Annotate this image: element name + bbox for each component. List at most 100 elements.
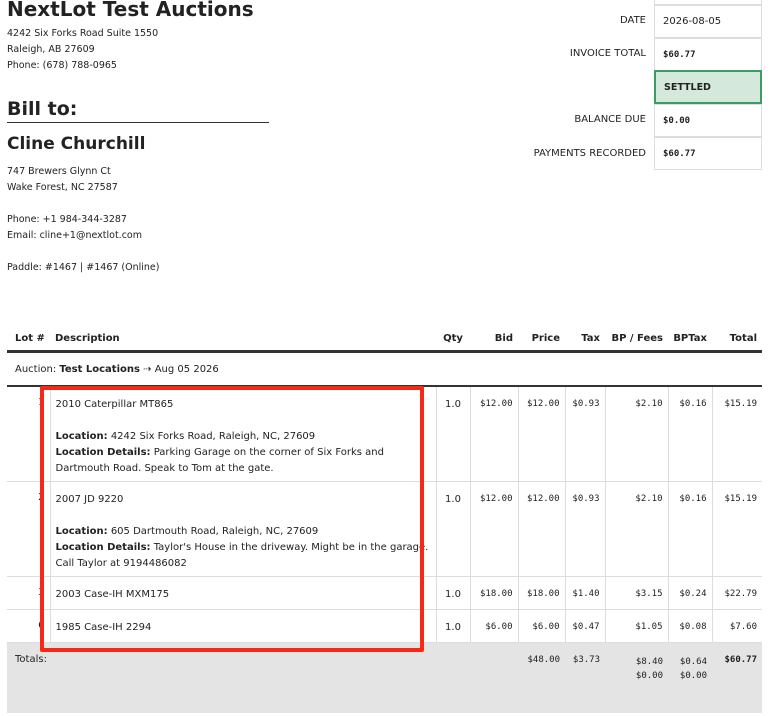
bp-cell: $2.10 [604, 386, 668, 482]
description: 2010 Caterpillar MT865 Location: 4242 Six… [49, 386, 436, 482]
column-header: Total [712, 326, 762, 353]
item-row: 6 1985 Case-IH 2294 1.0 $6.00 $6.00 $0.47 $1.0… [7, 609, 762, 643]
customer-info: 747 Brewers Glynn Ct Wake Forest, NC 275… [7, 164, 159, 276]
item-title: 1985 Case-IH 2294 [55, 622, 152, 633]
paddle: Paddle: #1467 | #1467 (Online) [7, 262, 160, 273]
total-cell: $15.19 [711, 481, 762, 577]
price-cell: $6.00 [517, 609, 565, 643]
bptax-cell: $0.24 [667, 576, 712, 610]
qty-cell: 1.0 [435, 609, 470, 643]
tax-cell: $0.47 [564, 609, 605, 643]
item-row: 1 2010 Caterpillar MT865 Location: 4242 Si… [7, 386, 762, 482]
company-name: NextLot Test Auctions [7, 0, 254, 21]
phone: Phone: +1 984-344-3287 [7, 214, 127, 225]
summary-value: $60.77 [654, 38, 762, 71]
description: 1985 Case-IH 2294 [49, 609, 436, 643]
location-label: Location: [55, 526, 108, 537]
totals-label: Totals: [15, 654, 47, 665]
details-label: Location Details: [55, 542, 151, 553]
company-address: 4242 Six Forks Road Suite 1550 Raleigh, … [7, 26, 158, 74]
bptax-total-line: $0.64 [679, 657, 707, 667]
auction-name: Test Locations [59, 363, 140, 375]
location: Location: 4242 Six Forks Road, Raleigh, … [56, 429, 431, 445]
price-cell: $18.00 [517, 576, 565, 610]
column-header: Qty [436, 326, 470, 353]
bid-cell: $18.00 [469, 576, 518, 610]
item-row: 3 2003 Case-IH MXM175 1.0 $18.00 $18.00 $1.40… [7, 576, 762, 610]
summary-label: PAYMENTS RECORDED [533, 148, 646, 159]
column-header: Description [50, 326, 436, 353]
item-title: 2003 Case-IH MXM175 [55, 589, 170, 600]
description: 2003 Case-IH MXM175 [49, 576, 436, 610]
auction-row: Auction: Test Locations ⇢ Aug 05 2026 [7, 351, 762, 387]
summary-cell [654, 0, 762, 5]
bid-cell: $6.00 [469, 609, 518, 643]
column-header: Tax [565, 326, 605, 353]
bptax-cell: $0.08 [667, 609, 712, 643]
qty-cell: 1.0 [435, 386, 470, 482]
grand-total: $60.77 [724, 655, 757, 665]
location: Location: 605 Dartmouth Road, Raleigh, N… [56, 524, 431, 540]
email: Email: cline+1@nextlot.com [7, 230, 142, 241]
bp-cell: $1.05 [604, 609, 668, 643]
column-header: Price [518, 326, 565, 353]
column-header: Bid [470, 326, 518, 353]
bill-to-heading: Bill to: [7, 98, 269, 123]
column-header: Lot # [7, 326, 50, 353]
total-cell: $7.60 [711, 609, 762, 643]
item-title: 2007 JD 9220 [55, 494, 124, 505]
auction-prefix: Auction: [15, 363, 57, 375]
bp-total-line: $0.00 [635, 671, 663, 681]
column-header: BPTax [668, 326, 712, 353]
qty-cell: 1.0 [435, 481, 470, 577]
total-cell: $22.79 [711, 576, 762, 610]
bptax-cell: $0.16 [667, 386, 712, 482]
location-value: 4242 Six Forks Road, Raleigh, NC, 27609 [110, 431, 316, 442]
tax-total: $3.73 [572, 655, 600, 665]
summary-value: $0.00 [654, 104, 762, 137]
bp-total: $8.40 $0.00 [605, 643, 668, 714]
qty-cell: 1.0 [435, 576, 470, 610]
bid-cell: $12.00 [469, 386, 518, 482]
totals-row: Totals: $48.00 $3.73 $8.40 $0.00 $0.64 $0.00 $6… [7, 642, 762, 714]
highlight-box [40, 386, 424, 652]
details-value: Parking Garage on the corner of Six Fork… [55, 447, 384, 474]
summary-value: $60.77 [654, 137, 762, 170]
summary-label: DATE [619, 15, 646, 26]
total-cell: $15.19 [711, 386, 762, 482]
address-line: Wake Forest, NC 27587 [7, 182, 118, 193]
separator: ⇢ [143, 363, 152, 375]
bp-total-line: $8.40 [635, 657, 663, 667]
status-badge: SETTLED [654, 70, 762, 104]
tax-cell: $1.40 [564, 576, 605, 610]
description: 2007 JD 9220 Location: 605 Dartmouth Road… [49, 481, 436, 577]
items-table: Lot # Description Qty Bid Price Tax BP / Fees B… [7, 326, 762, 713]
column-header: BP / Fees [605, 326, 668, 353]
summary-value: 2026-08-05 [654, 5, 762, 38]
location-label: Location: [55, 431, 108, 442]
bp-cell: $2.10 [604, 481, 668, 577]
bptax-total: $0.64 $0.00 [668, 643, 712, 714]
auction-date: Aug 05 2026 [154, 363, 219, 375]
tax-cell: $0.93 [564, 386, 605, 482]
bptax-cell: $0.16 [667, 481, 712, 577]
item-title: 2010 Caterpillar MT865 [55, 399, 174, 410]
address-line: Raleigh, AB 27609 [7, 44, 95, 55]
price-cell: $12.00 [517, 386, 565, 482]
bptax-total-line: $0.00 [679, 671, 707, 681]
summary-label: BALANCE DUE [574, 114, 646, 125]
address-line: 4242 Six Forks Road Suite 1550 [7, 28, 159, 39]
details-label: Location Details: [55, 447, 151, 458]
address-line: Phone: (678) 788-0965 [7, 60, 117, 71]
location-details: Location Details: Parking Garage on the … [56, 445, 431, 477]
address-line: 747 Brewers Glynn Ct [7, 166, 111, 177]
details-value: Taylor's House in the driveway. Might be… [55, 542, 429, 569]
bid-cell: $12.00 [469, 481, 518, 577]
item-row: 2 2007 JD 9220 Location: 605 Dartmouth Roa… [7, 481, 762, 577]
tax-cell: $0.93 [564, 481, 605, 577]
location-details: Location Details: Taylor's House in the … [56, 540, 431, 572]
price-total: $48.00 [527, 655, 560, 665]
bp-cell: $3.15 [604, 576, 668, 610]
price-cell: $12.00 [517, 481, 565, 577]
